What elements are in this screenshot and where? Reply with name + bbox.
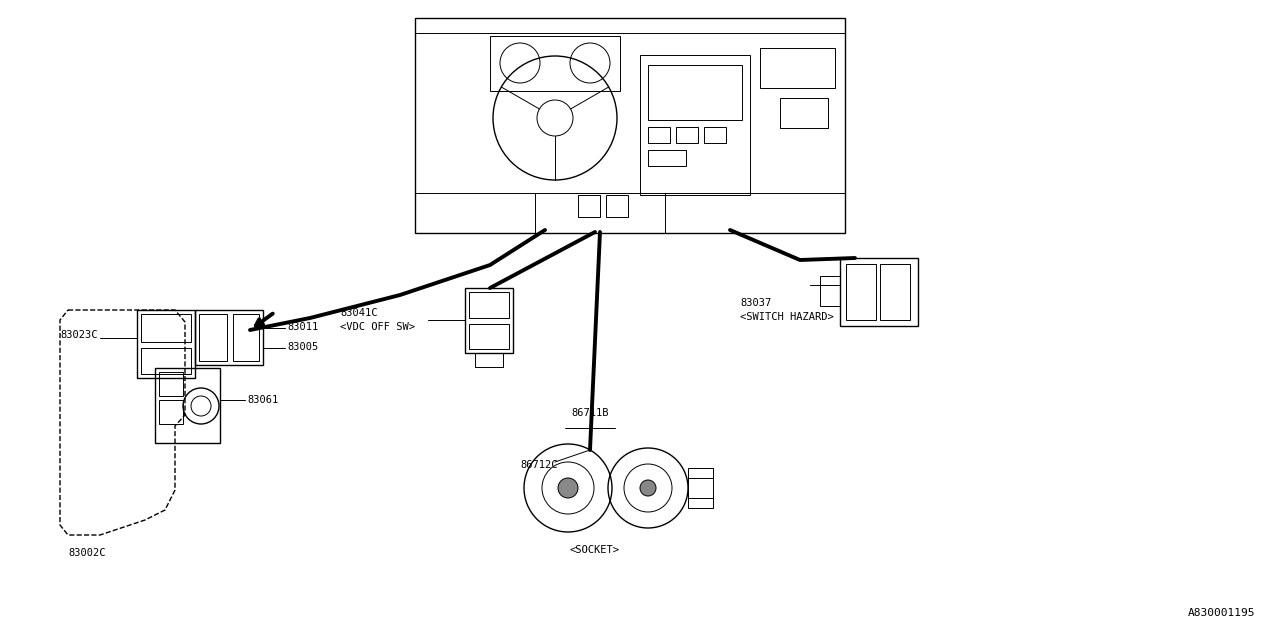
Text: 83005: 83005 xyxy=(287,342,319,352)
Text: <VDC OFF SW>: <VDC OFF SW> xyxy=(340,322,415,332)
Circle shape xyxy=(640,480,657,496)
Text: <SOCKET>: <SOCKET> xyxy=(570,545,620,555)
Text: 86711B: 86711B xyxy=(571,408,609,418)
Bar xyxy=(846,264,876,320)
Circle shape xyxy=(558,478,579,498)
Text: 83023C: 83023C xyxy=(60,330,97,340)
Bar xyxy=(648,127,669,143)
Bar xyxy=(780,98,828,128)
Bar xyxy=(159,400,183,424)
Bar xyxy=(198,314,227,361)
Bar xyxy=(881,264,910,320)
Bar xyxy=(137,310,195,378)
Text: 83041C: 83041C xyxy=(340,308,378,318)
Bar xyxy=(605,195,628,217)
Text: 83011: 83011 xyxy=(287,322,319,332)
Text: 83037: 83037 xyxy=(740,298,772,308)
Bar xyxy=(689,468,713,508)
Bar xyxy=(640,55,750,195)
Bar xyxy=(676,127,698,143)
Text: 86712C: 86712C xyxy=(520,460,558,470)
Text: <SWITCH HAZARD>: <SWITCH HAZARD> xyxy=(740,312,833,322)
Bar xyxy=(415,18,845,233)
Text: 83061: 83061 xyxy=(247,395,278,405)
Bar xyxy=(155,368,220,443)
Bar xyxy=(468,324,509,349)
Bar xyxy=(233,314,259,361)
Bar xyxy=(760,48,835,88)
Bar xyxy=(579,195,600,217)
Bar xyxy=(468,292,509,318)
Text: 83002C: 83002C xyxy=(68,548,105,558)
Bar xyxy=(820,276,840,306)
Bar xyxy=(704,127,726,143)
Bar xyxy=(141,348,191,374)
Bar xyxy=(465,288,513,353)
Bar xyxy=(648,65,742,120)
Bar xyxy=(490,36,620,91)
Bar xyxy=(648,150,686,166)
Bar xyxy=(159,372,183,396)
Bar xyxy=(195,310,262,365)
Bar xyxy=(475,353,503,367)
Bar xyxy=(840,258,918,326)
Text: A830001195: A830001195 xyxy=(1188,608,1254,618)
Bar xyxy=(141,314,191,342)
